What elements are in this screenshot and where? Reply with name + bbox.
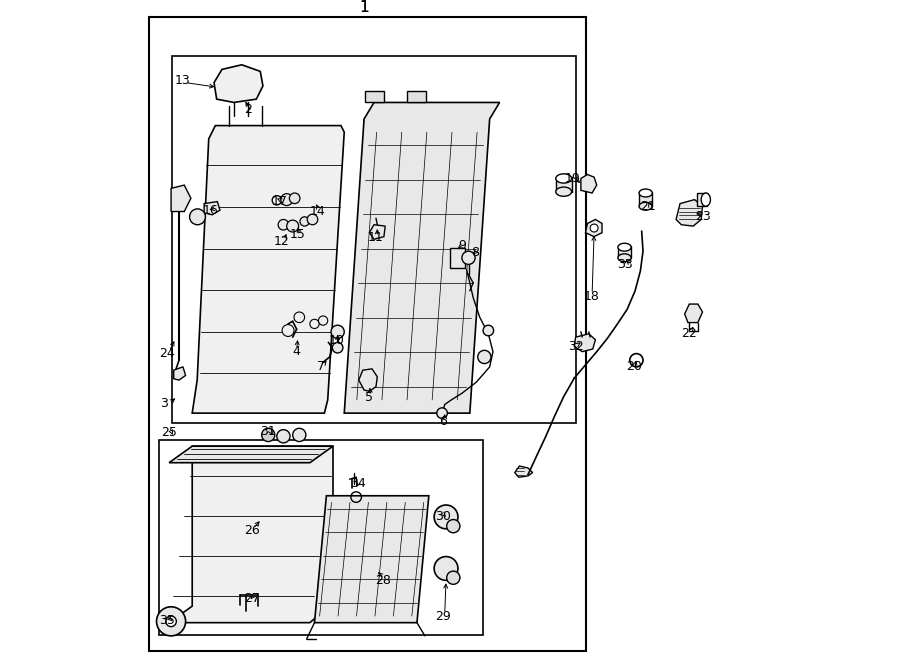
Circle shape: [292, 428, 306, 442]
Text: 27: 27: [244, 592, 259, 605]
Polygon shape: [515, 466, 533, 477]
Text: 11: 11: [368, 231, 383, 245]
Text: 23: 23: [695, 210, 710, 223]
Bar: [618, 246, 631, 258]
Circle shape: [434, 505, 458, 529]
Bar: [173, 56, 576, 423]
Polygon shape: [344, 102, 500, 413]
Circle shape: [310, 319, 320, 329]
Text: 3: 3: [160, 397, 168, 410]
Circle shape: [290, 193, 300, 204]
Polygon shape: [169, 446, 333, 463]
Text: 30: 30: [436, 510, 451, 524]
Text: 8: 8: [471, 246, 479, 259]
Circle shape: [462, 251, 475, 264]
Circle shape: [300, 217, 310, 226]
Circle shape: [281, 194, 292, 206]
Circle shape: [590, 224, 598, 232]
Text: 2: 2: [244, 102, 252, 116]
Circle shape: [331, 325, 344, 338]
Circle shape: [332, 342, 343, 353]
Text: 1: 1: [359, 1, 369, 15]
Circle shape: [277, 430, 290, 443]
Bar: [450, 248, 464, 268]
Bar: [159, 440, 483, 635]
Circle shape: [272, 196, 282, 205]
Text: 13: 13: [175, 74, 190, 87]
Ellipse shape: [556, 187, 572, 196]
Circle shape: [434, 557, 458, 580]
Circle shape: [294, 312, 304, 323]
Bar: [697, 193, 707, 206]
Text: 34: 34: [349, 477, 365, 490]
Circle shape: [278, 219, 289, 230]
Text: 35: 35: [159, 613, 175, 627]
Text: 14: 14: [310, 205, 326, 218]
Ellipse shape: [618, 243, 631, 251]
Polygon shape: [359, 369, 377, 391]
Ellipse shape: [701, 193, 710, 206]
Text: 10: 10: [328, 334, 344, 347]
Polygon shape: [676, 200, 703, 226]
Polygon shape: [314, 496, 428, 623]
Ellipse shape: [639, 189, 652, 197]
Text: 6: 6: [439, 414, 447, 428]
Text: 32: 32: [568, 340, 583, 353]
Ellipse shape: [618, 254, 631, 262]
Polygon shape: [169, 446, 333, 623]
Bar: [149, 17, 586, 651]
Text: 29: 29: [436, 609, 451, 623]
Polygon shape: [214, 65, 263, 102]
Circle shape: [478, 350, 491, 364]
Text: 15: 15: [290, 228, 306, 241]
Text: 21: 21: [641, 200, 656, 213]
Bar: [639, 192, 652, 206]
Polygon shape: [580, 175, 597, 193]
Circle shape: [157, 607, 185, 636]
Circle shape: [446, 571, 460, 584]
Circle shape: [630, 354, 643, 367]
Text: 12: 12: [274, 235, 289, 248]
Circle shape: [436, 408, 447, 418]
Ellipse shape: [556, 174, 572, 183]
Bar: [407, 91, 426, 102]
Circle shape: [262, 428, 274, 442]
Text: 9: 9: [458, 239, 466, 253]
Polygon shape: [685, 304, 703, 323]
Text: 31: 31: [260, 425, 276, 438]
Text: 4: 4: [292, 345, 301, 358]
Text: 20: 20: [626, 360, 642, 373]
Text: 26: 26: [244, 524, 259, 537]
Text: 22: 22: [681, 327, 698, 340]
Text: 7: 7: [317, 360, 325, 373]
Text: 18: 18: [583, 290, 599, 303]
Circle shape: [166, 616, 176, 627]
Circle shape: [483, 325, 493, 336]
Text: 17: 17: [272, 195, 287, 208]
Polygon shape: [204, 202, 220, 215]
Text: 1: 1: [359, 1, 369, 15]
Circle shape: [307, 214, 318, 225]
Polygon shape: [171, 185, 191, 212]
Circle shape: [190, 209, 205, 225]
Polygon shape: [574, 334, 596, 352]
Text: 16: 16: [202, 204, 219, 217]
Bar: [365, 91, 384, 102]
Text: 24: 24: [159, 347, 175, 360]
Polygon shape: [193, 126, 344, 413]
Text: 19: 19: [565, 172, 581, 185]
Circle shape: [446, 520, 460, 533]
Text: 28: 28: [374, 574, 391, 587]
Text: 25: 25: [161, 426, 177, 440]
Text: 5: 5: [365, 391, 374, 405]
Polygon shape: [174, 367, 185, 380]
Circle shape: [319, 316, 328, 325]
Text: 33: 33: [617, 258, 633, 271]
Bar: [556, 177, 572, 192]
Ellipse shape: [639, 202, 652, 210]
Circle shape: [282, 325, 294, 336]
Polygon shape: [586, 219, 602, 237]
Circle shape: [287, 220, 299, 232]
Polygon shape: [369, 225, 385, 239]
